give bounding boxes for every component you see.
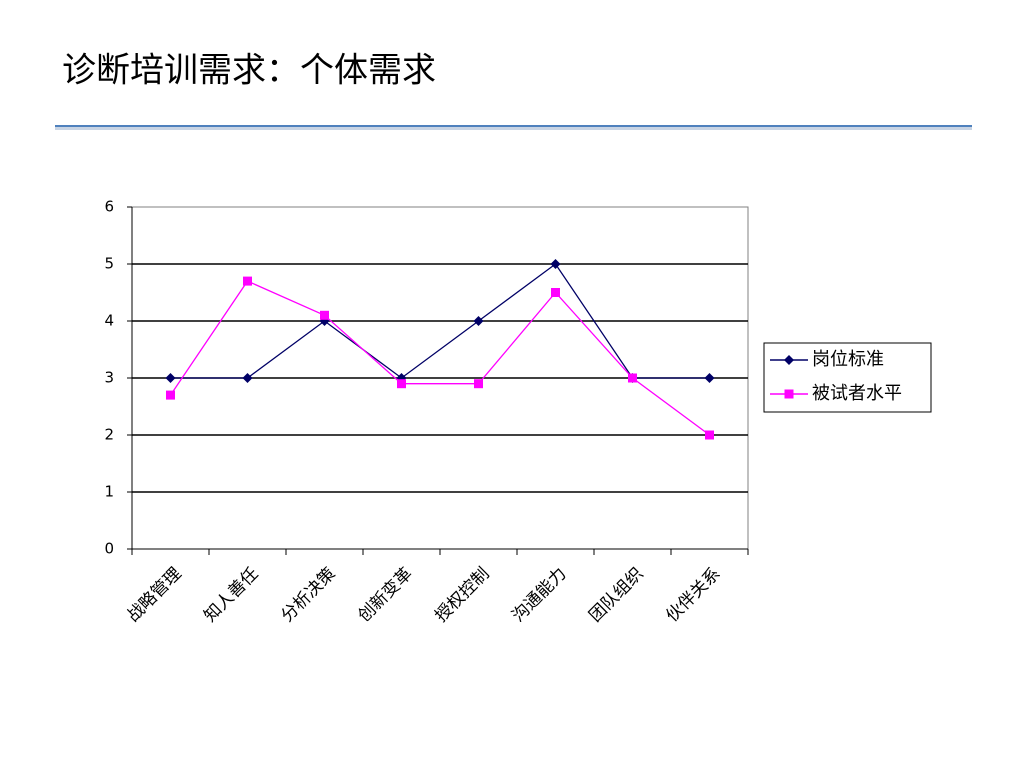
y-tick-label: 3 bbox=[104, 369, 114, 387]
x-tick-label: 沟通能力 bbox=[508, 564, 570, 626]
x-tick-label: 分析决策 bbox=[277, 564, 339, 626]
x-tick-label: 创新变革 bbox=[354, 564, 416, 626]
marker bbox=[704, 373, 715, 383]
x-tick-label: 伙伴关系 bbox=[662, 564, 724, 626]
legend-marker bbox=[784, 389, 794, 399]
series-line bbox=[169, 280, 710, 436]
marker bbox=[550, 259, 561, 269]
y-tick-label: 1 bbox=[104, 483, 114, 501]
marker bbox=[551, 288, 560, 297]
marker bbox=[474, 379, 483, 389]
marker bbox=[705, 430, 714, 440]
y-tick-label: 0 bbox=[104, 540, 114, 558]
legend-label: 岗位标准 bbox=[812, 349, 884, 370]
marker bbox=[166, 390, 175, 400]
marker bbox=[243, 276, 252, 286]
marker bbox=[242, 373, 253, 383]
marker bbox=[397, 379, 406, 389]
x-tick-label: 战略管理 bbox=[123, 564, 185, 626]
marker bbox=[473, 316, 484, 326]
y-tick-label: 2 bbox=[104, 426, 114, 444]
legend bbox=[763, 342, 932, 413]
x-tick-label: 知人善任 bbox=[200, 564, 262, 626]
marker bbox=[165, 373, 176, 383]
y-tick-label: 6 bbox=[104, 198, 114, 216]
legend-marker bbox=[784, 355, 794, 365]
marker bbox=[320, 310, 329, 320]
y-tick-label: 4 bbox=[104, 312, 114, 330]
slide-title: 诊断培训需求：个体需求 bbox=[62, 51, 436, 91]
series-line bbox=[170, 263, 710, 379]
legend-label: 被试者水平 bbox=[812, 383, 902, 404]
marker bbox=[628, 373, 637, 383]
x-tick-label: 授权控制 bbox=[431, 564, 493, 626]
x-tick-label: 团队组织 bbox=[585, 564, 647, 626]
y-tick-label: 5 bbox=[104, 255, 114, 273]
